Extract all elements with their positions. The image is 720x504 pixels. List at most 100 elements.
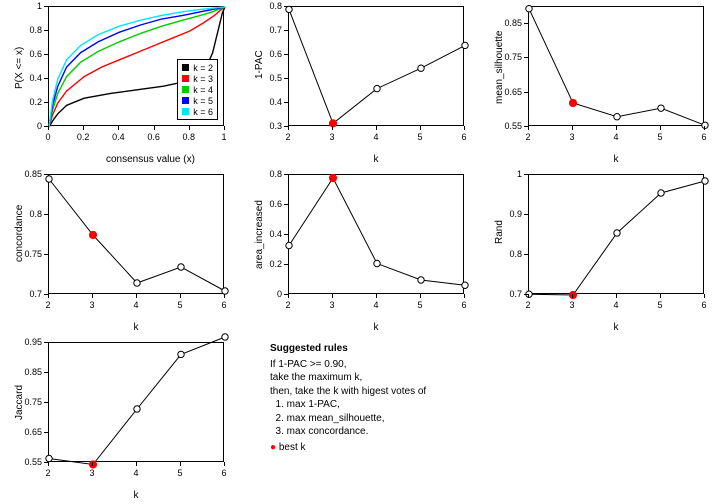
y-tick-label: 0.8 <box>258 1 282 11</box>
y-tick-label: 0.7 <box>18 289 42 299</box>
y-tick-label: 0.4 <box>258 229 282 239</box>
plot-area <box>48 174 224 294</box>
y-tick-label: 0 <box>258 289 282 299</box>
plot-area <box>528 174 704 294</box>
x-tick-label: 2 <box>525 300 530 310</box>
legend-label: k = 5 <box>193 96 213 106</box>
y-tick-label: 0.8 <box>498 249 522 259</box>
x-tick-label: 2 <box>45 468 50 478</box>
rules-line: take the maximum k, <box>270 371 426 385</box>
empty-panel <box>480 336 720 504</box>
y-tick-label: 0 <box>18 121 42 131</box>
suggested-rules-text: Suggested rulesIf 1-PAC >= 0.90,take the… <box>270 342 426 439</box>
y-tick-label: 0.55 <box>18 457 42 467</box>
plot-area <box>48 342 224 462</box>
rand-panel: Randk234560.70.80.91 <box>480 168 720 336</box>
x-axis-label: k <box>586 322 646 333</box>
legend-label: k = 4 <box>193 85 213 95</box>
x-tick-label: 6 <box>461 132 466 142</box>
y-tick-label: 0.85 <box>18 367 42 377</box>
rules-line: 1. max 1-PAC, <box>270 398 426 412</box>
plot-area <box>288 6 464 126</box>
x-tick-label: 3 <box>569 300 574 310</box>
y-tick-label: 0.2 <box>18 97 42 107</box>
rules-line: If 1-PAC >= 0.90, <box>270 358 426 372</box>
x-axis-label: k <box>106 490 166 501</box>
cdf-legend: k = 2k = 3k = 4k = 5k = 6 <box>177 59 218 120</box>
cdf-panel: P(X <= x)consensus value (x)00.20.40.60.… <box>0 0 240 168</box>
y-tick-label: 0.85 <box>18 169 42 179</box>
y-tick-label: 0.5 <box>258 73 282 83</box>
x-tick-label: 4 <box>133 300 138 310</box>
x-tick-label: 3 <box>89 300 94 310</box>
x-tick-label: 5 <box>417 300 422 310</box>
y-tick-label: 0.6 <box>258 199 282 209</box>
metric-series <box>529 7 705 127</box>
y-tick-label: 1 <box>498 169 522 179</box>
x-axis-label: consensus value (x) <box>106 154 166 165</box>
legend-label: k = 6 <box>193 107 213 117</box>
x-tick-label: 4 <box>373 132 378 142</box>
x-axis-label: k <box>586 154 646 165</box>
metric-series <box>49 343 225 463</box>
y-axis-label: Rand <box>494 220 505 244</box>
x-tick-label: 0.2 <box>77 132 90 142</box>
rules-line: then, take the k with higest votes of <box>270 385 426 399</box>
plot-area <box>288 174 464 294</box>
best-k-dot-icon: ● <box>270 442 279 453</box>
legend-swatch <box>182 86 189 93</box>
x-tick-label: 6 <box>701 132 706 142</box>
best-k-label: best k <box>279 442 306 453</box>
y-tick-label: 0.65 <box>498 87 522 97</box>
y-tick-label: 0.8 <box>258 169 282 179</box>
x-axis-label: k <box>346 322 406 333</box>
rules-panel: Suggested rulesIf 1-PAC >= 0.90,take the… <box>240 336 480 504</box>
x-tick-label: 4 <box>133 468 138 478</box>
y-tick-label: 0.7 <box>498 289 522 299</box>
y-tick-label: 0.4 <box>258 97 282 107</box>
metric-series <box>49 175 225 295</box>
mean-silhouette-panel: mean_silhouettek234560.550.650.750.85 <box>480 0 720 168</box>
x-axis-label: k <box>346 154 406 165</box>
y-tick-label: 0.7 <box>258 25 282 35</box>
best-k-legend: ● best k <box>270 442 306 453</box>
x-tick-label: 3 <box>89 468 94 478</box>
y-tick-label: 0.75 <box>498 52 522 62</box>
y-tick-label: 0.8 <box>18 209 42 219</box>
rules-line: 2. max mean_silhouette, <box>270 412 426 426</box>
x-tick-label: 5 <box>417 132 422 142</box>
x-tick-label: 6 <box>461 300 466 310</box>
x-tick-label: 2 <box>285 132 290 142</box>
plot-area <box>528 6 704 126</box>
y-tick-label: 0.75 <box>18 249 42 259</box>
x-tick-label: 3 <box>569 132 574 142</box>
legend-label: k = 3 <box>193 74 213 84</box>
x-tick-label: 2 <box>525 132 530 142</box>
x-tick-label: 5 <box>177 468 182 478</box>
x-tick-label: 4 <box>373 300 378 310</box>
x-tick-label: 3 <box>329 300 334 310</box>
y-tick-label: 1 <box>18 1 42 11</box>
y-tick-label: 0.75 <box>18 397 42 407</box>
metric-series <box>289 7 465 127</box>
x-tick-label: 5 <box>657 132 662 142</box>
y-tick-label: 0.4 <box>18 73 42 83</box>
x-tick-label: 5 <box>177 300 182 310</box>
x-tick-label: 0.8 <box>183 132 196 142</box>
metric-series <box>529 175 705 295</box>
x-tick-label: 2 <box>285 300 290 310</box>
y-tick-label: 0.6 <box>18 49 42 59</box>
x-tick-label: 0 <box>45 132 50 142</box>
x-tick-label: 0.6 <box>147 132 160 142</box>
x-tick-label: 6 <box>701 300 706 310</box>
y-tick-label: 0.6 <box>258 49 282 59</box>
x-tick-label: 2 <box>45 300 50 310</box>
x-tick-label: 3 <box>329 132 334 142</box>
x-tick-label: 6 <box>221 300 226 310</box>
y-tick-label: 0.2 <box>258 259 282 269</box>
y-tick-label: 0.65 <box>18 427 42 437</box>
y-tick-label: 0.55 <box>498 121 522 131</box>
concordance-panel: concordancek234560.70.750.80.85 <box>0 168 240 336</box>
y-tick-label: 0.95 <box>18 337 42 347</box>
legend-label: k = 2 <box>193 63 213 73</box>
